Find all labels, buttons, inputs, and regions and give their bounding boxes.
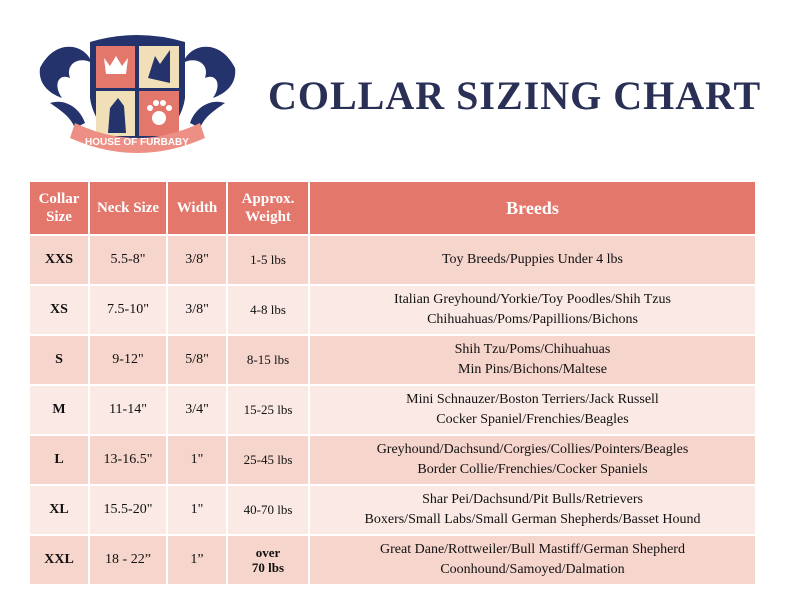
cell-neck-size: 7.5-10" (90, 286, 166, 334)
header-breeds: Breeds (310, 182, 755, 234)
breed-line: Chihuahuas/Poms/Papillions/Bichons (427, 312, 638, 327)
cell-neck-size: 5.5-8" (90, 236, 166, 284)
cell-collar-size: S (30, 336, 88, 384)
cell-weight: 40-70 lbs (228, 486, 308, 534)
cell-weight: 8-15 lbs (228, 336, 308, 384)
cell-width: 3/8" (168, 236, 226, 284)
cell-collar-size: XL (30, 486, 88, 534)
header-width: Width (168, 182, 226, 234)
cell-breeds: Shih Tzu/Poms/Chihuahuas Min Pins/Bichons… (310, 336, 755, 384)
cell-breeds: Mini Schnauzer/Boston Terriers/Jack Russ… (310, 386, 755, 434)
scroll-ornament-icon (39, 46, 236, 128)
table-row: XL 15.5-20" 1" 40-70 lbs Shar Pei/Dachsund/P… (30, 486, 755, 534)
cell-width: 1” (168, 536, 226, 584)
header-collar-size: Collar Size (30, 182, 88, 234)
header-weight: Approx. Weight (228, 182, 308, 234)
house-of-furbaby-logo: HOUSE OF FURBABY (39, 35, 236, 153)
cell-weight: 25-45 lbs (228, 436, 308, 484)
sizing-table: Collar Size Neck Size Width Approx. Weig… (28, 180, 757, 586)
cell-breeds: Shar Pei/Dachsund/Pit Bulls/Retrievers Bo… (310, 486, 755, 534)
page-title: COLLAR SIZING CHART (268, 73, 762, 118)
table-row: XS 7.5-10" 3/8" 4-8 lbs Italian Greyhound/Yo… (30, 286, 755, 334)
crown-icon (104, 56, 128, 74)
table-row: L 13-16.5" 1" 25-45 lbs Greyhound/Dachsund/C… (30, 436, 755, 484)
cell-weight: over 70 lbs (228, 536, 308, 584)
logo-text: HOUSE OF FURBABY (85, 137, 189, 148)
cell-neck-size: 11-14" (90, 386, 166, 434)
breed-line: Greyhound/Dachsund/Corgies/Collies/Point… (376, 442, 689, 457)
cell-neck-size: 18 - 22” (90, 536, 166, 584)
cell-width: 1" (168, 436, 226, 484)
breed-line: Border Collie/Frenchies/Cocker Spaniels (417, 462, 648, 477)
breed-line: Toy Breeds/Puppies Under 4 lbs (441, 252, 623, 267)
cell-collar-size: XXL (30, 536, 88, 584)
breed-line: Min Pins/Bichons/Maltese (458, 362, 607, 377)
cell-width: 5/8" (168, 336, 226, 384)
breed-line: Italian Greyhound/Yorkie/Toy Poodles/Shi… (394, 292, 671, 307)
cell-width: 3/8" (168, 286, 226, 334)
breed-line: Coonhound/Samoyed/Dalmation (440, 562, 625, 577)
cell-breeds: Great Dane/Rottweiler/Bull Mastiff/Germa… (310, 536, 755, 584)
cell-neck-size: 9-12" (90, 336, 166, 384)
paw-icon (147, 100, 172, 125)
breed-line: Mini Schnauzer/Boston Terriers/Jack Russ… (406, 392, 659, 407)
dog-icon (148, 50, 170, 83)
cell-neck-size: 13-16.5" (90, 436, 166, 484)
header-neck-size: Neck Size (90, 182, 166, 234)
cell-collar-size: XXS (30, 236, 88, 284)
cell-collar-size: M (30, 386, 88, 434)
breed-line: Boxers/Small Labs/Small German Shepherds… (364, 512, 701, 527)
cell-breeds: Italian Greyhound/Yorkie/Toy Poodles/Shi… (310, 286, 755, 334)
table-row: XXS 5.5-8" 3/8" 1-5 lbs Toy Breeds/Puppies U… (30, 236, 755, 284)
cell-width: 1" (168, 486, 226, 534)
breed-line: Great Dane/Rottweiler/Bull Mastiff/Germa… (380, 542, 685, 557)
table-row: M 11-14" 3/4" 15-25 lbs Mini Schnauzer/Bosto… (30, 386, 755, 434)
cat-icon (108, 98, 126, 133)
cell-breeds: Greyhound/Dachsund/Corgies/Collies/Point… (310, 436, 755, 484)
breed-line: Cocker Spaniel/Frenchies/Beagles (436, 412, 629, 427)
cell-neck-size: 15.5-20" (90, 486, 166, 534)
cell-weight: 1-5 lbs (228, 236, 308, 284)
breed-line: Shih Tzu/Poms/Chihuahuas (454, 342, 611, 357)
cell-breeds: Toy Breeds/Puppies Under 4 lbs (310, 236, 755, 284)
cell-weight: 15-25 lbs (228, 386, 308, 434)
table-row: S 9-12" 5/8" 8-15 lbs Shih Tzu/Poms/Chihuahu… (30, 336, 755, 384)
cell-width: 3/4" (168, 386, 226, 434)
cell-collar-size: XS (30, 286, 88, 334)
cell-collar-size: L (30, 436, 88, 484)
breed-line: Shar Pei/Dachsund/Pit Bulls/Retrievers (422, 492, 643, 507)
cell-weight: 4-8 lbs (228, 286, 308, 334)
table-row: XXL 18 - 22” 1” over 70 lbs Great Dane/Rottwe… (30, 536, 755, 584)
table-header: Collar Size Neck Size Width Approx. Weig… (30, 182, 755, 234)
